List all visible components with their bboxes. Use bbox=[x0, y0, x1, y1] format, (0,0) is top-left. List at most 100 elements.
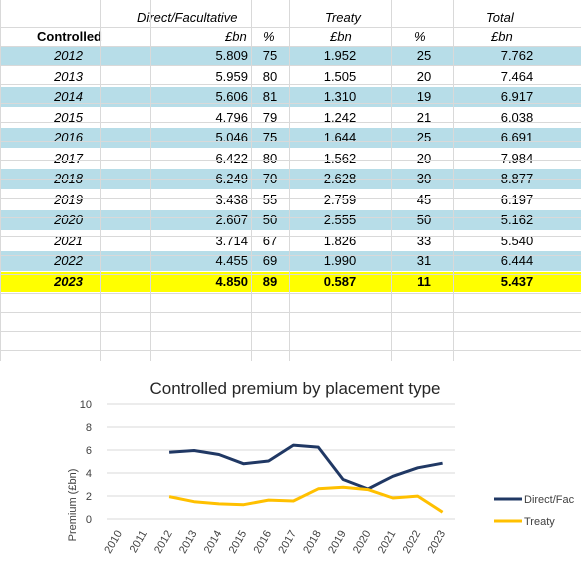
treaty-pct-header[interactable]: % bbox=[414, 29, 426, 44]
treaty-value-cell[interactable]: 1.826 bbox=[323, 232, 357, 248]
table-row[interactable]: 2015 4.796 79 1.242 21 6.038 bbox=[0, 108, 581, 128]
treaty-value-cell[interactable]: 1.242 bbox=[323, 109, 357, 125]
table-row[interactable]: 2022 4.455 69 1.990 31 6.444 bbox=[0, 251, 581, 271]
year-cell[interactable]: 2012 bbox=[54, 48, 83, 63]
table-row[interactable]: 2019 3.438 55 2.759 45 6.197 bbox=[0, 190, 581, 210]
direct-value-cell[interactable]: 5.959 bbox=[215, 68, 248, 84]
direct-pct-cell[interactable]: 70 bbox=[262, 171, 278, 186]
table-row[interactable]: 2017 6.422 80 1.562 20 7.984 bbox=[0, 149, 581, 169]
direct-pct-cell[interactable]: 79 bbox=[262, 109, 278, 125]
total-value-cell[interactable]: 6.691 bbox=[500, 130, 534, 145]
year-cell[interactable]: 2023 bbox=[54, 273, 83, 289]
direct-pct-header[interactable]: % bbox=[263, 29, 275, 44]
direct-pct-cell[interactable]: 80 bbox=[262, 68, 278, 84]
total-value-cell[interactable]: 6.917 bbox=[500, 89, 534, 104]
year-cell[interactable]: 2018 bbox=[54, 171, 83, 186]
treaty-pct-cell[interactable]: 11 bbox=[417, 273, 431, 289]
direct-pct-cell[interactable]: 75 bbox=[262, 48, 278, 63]
direct-value-cell[interactable]: 4.796 bbox=[215, 109, 248, 125]
total-value-cell[interactable]: 5.437 bbox=[500, 273, 534, 289]
total-value-cell[interactable]: 6.197 bbox=[500, 191, 534, 207]
direct-pct-cell[interactable]: 89 bbox=[262, 273, 278, 289]
table-row[interactable]: 2012 5.809 75 1.952 25 7.762 bbox=[0, 46, 581, 66]
treaty-value-cell[interactable]: 1.562 bbox=[323, 150, 357, 166]
direct-value-cell[interactable]: 6.249 bbox=[215, 171, 248, 186]
direct-value-cell[interactable]: 5.606 bbox=[215, 89, 248, 104]
treaty-value-cell[interactable]: 1.505 bbox=[323, 68, 357, 84]
year-cell[interactable]: 2014 bbox=[54, 89, 83, 104]
treaty-value-cell[interactable]: 1.644 bbox=[323, 130, 357, 145]
year-cell[interactable]: 2021 bbox=[54, 232, 83, 248]
year-cell[interactable]: 2022 bbox=[54, 253, 83, 268]
year-cell[interactable]: 2016 bbox=[54, 130, 83, 145]
direct-value-cell[interactable]: 6.422 bbox=[215, 150, 248, 166]
x-tick-label: 2014 bbox=[202, 529, 225, 556]
direct-value-cell[interactable]: 3.438 bbox=[215, 191, 248, 207]
total-value-cell[interactable]: 7.464 bbox=[500, 68, 534, 84]
direct-pct-cell[interactable]: 80 bbox=[262, 150, 278, 166]
treaty-pct-cell[interactable]: 25 bbox=[416, 48, 432, 63]
direct-value-cell[interactable]: 5.046 bbox=[215, 130, 248, 145]
total-value-cell[interactable]: 6.038 bbox=[500, 109, 534, 125]
chart-title: Controlled premium by placement type bbox=[149, 379, 440, 398]
treaty-value-cell[interactable]: 2.628 bbox=[323, 171, 357, 186]
table-row[interactable]: 2023 4.850 89 0.587 11 5.437 bbox=[0, 271, 581, 292]
treaty-pct-cell[interactable]: 50 bbox=[416, 212, 432, 227]
grid-column-line bbox=[150, 0, 151, 361]
series-line-direct-fac bbox=[168, 443, 443, 491]
treaty-value-cell[interactable]: 1.310 bbox=[323, 89, 357, 104]
direct-pct-cell[interactable]: 67 bbox=[262, 232, 278, 248]
direct-pct-cell[interactable]: 75 bbox=[262, 130, 278, 145]
grid-row-line bbox=[0, 274, 581, 275]
direct-value-cell[interactable]: 4.850 bbox=[215, 273, 248, 289]
total-value-cell[interactable]: 5.540 bbox=[500, 232, 534, 248]
year-cell[interactable]: 2015 bbox=[54, 109, 83, 125]
x-tick-label: 2018 bbox=[301, 529, 324, 556]
direct-facultative-header[interactable]: Direct/Facultative bbox=[137, 10, 238, 25]
treaty-header[interactable]: Treaty bbox=[325, 10, 361, 25]
treaty-unit-header[interactable]: £bn bbox=[330, 29, 352, 44]
treaty-value-cell[interactable]: 1.952 bbox=[323, 48, 357, 63]
table-row[interactable]: 2020 2.607 50 2.555 50 5.162 bbox=[0, 210, 581, 230]
total-value-cell[interactable]: 7.984 bbox=[500, 150, 534, 166]
direct-value-cell[interactable]: 5.809 bbox=[215, 48, 248, 63]
treaty-value-cell[interactable]: 2.759 bbox=[323, 191, 357, 207]
direct-pct-cell[interactable]: 55 bbox=[262, 191, 278, 207]
treaty-pct-cell[interactable]: 33 bbox=[416, 232, 432, 248]
total-value-cell[interactable]: 7.762 bbox=[500, 48, 534, 63]
total-unit-header[interactable]: £bn bbox=[491, 29, 513, 44]
year-cell[interactable]: 2020 bbox=[54, 212, 83, 227]
year-cell[interactable]: 2019 bbox=[54, 191, 83, 207]
table-row[interactable]: 2013 5.959 80 1.505 20 7.464 bbox=[0, 67, 581, 87]
table-row[interactable]: 2014 5.606 81 1.310 19 6.917 bbox=[0, 87, 581, 107]
treaty-pct-cell[interactable]: 25 bbox=[416, 130, 432, 145]
direct-value-cell[interactable]: 3.714 bbox=[215, 232, 248, 248]
treaty-pct-cell[interactable]: 30 bbox=[416, 171, 432, 186]
x-tick-label: 2011 bbox=[128, 529, 150, 555]
table-row[interactable]: 2021 3.714 67 1.826 33 5.540 bbox=[0, 231, 581, 251]
treaty-value-cell[interactable]: 0.587 bbox=[323, 273, 357, 289]
treaty-value-cell[interactable]: 1.990 bbox=[323, 253, 357, 268]
treaty-pct-cell[interactable]: 19 bbox=[416, 89, 432, 104]
treaty-pct-cell[interactable]: 21 bbox=[416, 109, 432, 125]
year-cell[interactable]: 2013 bbox=[54, 68, 83, 84]
treaty-pct-cell[interactable]: 45 bbox=[416, 191, 432, 207]
direct-pct-cell[interactable]: 50 bbox=[262, 212, 278, 227]
year-cell[interactable]: 2017 bbox=[54, 150, 83, 166]
treaty-pct-cell[interactable]: 31 bbox=[416, 253, 432, 268]
total-header[interactable]: Total bbox=[486, 10, 514, 25]
direct-pct-cell[interactable]: 69 bbox=[262, 253, 278, 268]
total-value-cell[interactable]: 8.877 bbox=[500, 171, 534, 186]
treaty-pct-cell[interactable]: 20 bbox=[416, 68, 432, 84]
treaty-value-cell[interactable]: 2.555 bbox=[323, 212, 357, 227]
direct-value-cell[interactable]: 2.607 bbox=[215, 212, 248, 227]
controlled-header[interactable]: Controlled bbox=[37, 29, 102, 44]
direct-value-cell[interactable]: 4.455 bbox=[215, 253, 248, 268]
direct-pct-cell[interactable]: 81 bbox=[262, 89, 278, 104]
treaty-pct-cell[interactable]: 20 bbox=[416, 150, 432, 166]
total-value-cell[interactable]: 6.444 bbox=[500, 253, 534, 268]
table-row[interactable]: 2016 5.046 75 1.644 25 6.691 bbox=[0, 128, 581, 148]
total-value-cell[interactable]: 5.162 bbox=[500, 212, 534, 227]
direct-unit-header[interactable]: £bn bbox=[225, 29, 247, 44]
grid-column-line bbox=[0, 0, 1, 361]
